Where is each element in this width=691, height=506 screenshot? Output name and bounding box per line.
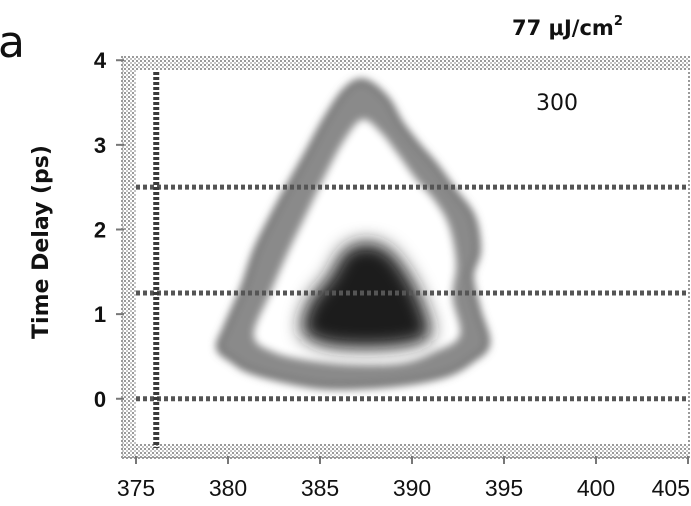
panel-label: a [0, 17, 25, 68]
fluence-value: 77 μJ/cm [512, 16, 614, 40]
y-tick-label: 3 [94, 133, 106, 158]
contour-core [301, 242, 432, 349]
y-tick-label: 4 [94, 48, 107, 73]
fluence-label: 77 μJ/cm2 [512, 14, 623, 40]
contour-layer [216, 78, 490, 390]
x-tick-label: 400 [577, 475, 615, 501]
temperature-label: 300 [536, 91, 578, 116]
x-tick-label: 405 [652, 475, 690, 501]
x-tick-label: 380 [209, 475, 247, 501]
x-tick-label: 395 [485, 475, 523, 501]
axes: 0 1 2 3 4 375 380 385 390 395 400 405 [94, 48, 690, 501]
fluence-superscript: 2 [614, 14, 623, 29]
x-tick-label: 375 [117, 475, 155, 501]
y-axis-label: Time Delay (ps) [29, 145, 54, 339]
reference-lines [136, 72, 688, 448]
y-tick-label: 2 [94, 217, 106, 242]
y-tick-label: 1 [94, 302, 106, 327]
x-tick-label: 390 [393, 475, 431, 501]
x-tick-label: 385 [301, 475, 339, 501]
y-tick-label: 0 [94, 387, 106, 412]
